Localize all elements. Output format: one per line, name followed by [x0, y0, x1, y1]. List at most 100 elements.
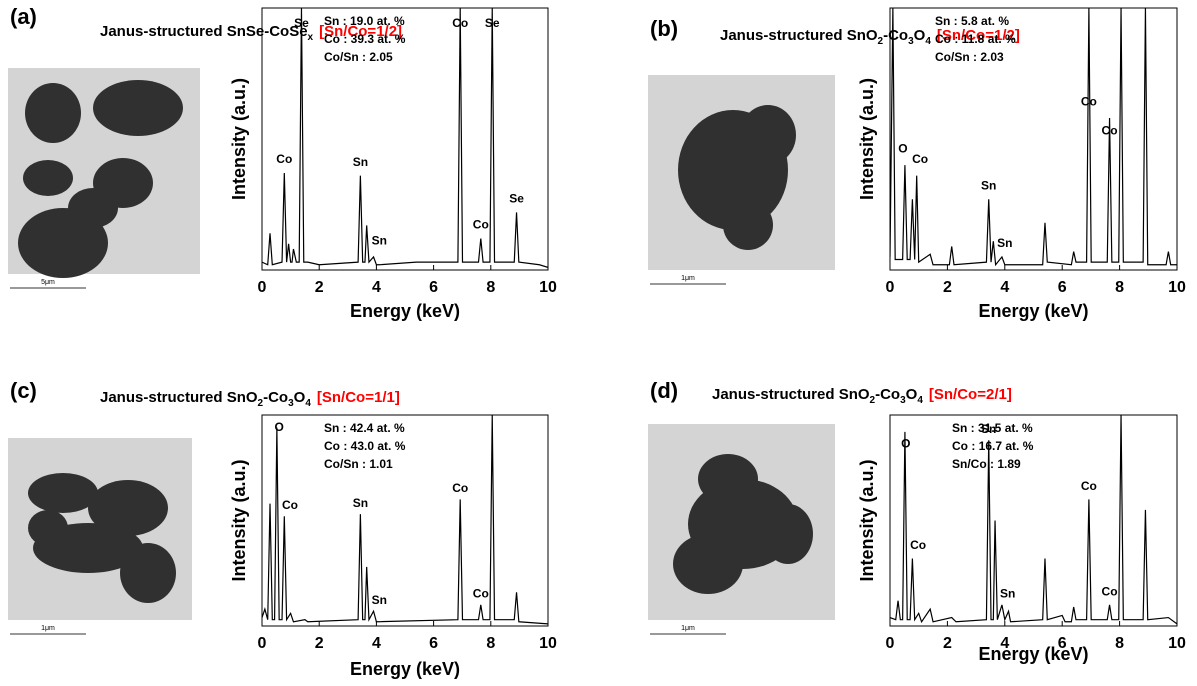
peak-label: Co — [282, 498, 298, 512]
spectrum-line — [262, 8, 548, 267]
y-axis-label: Intensity (a.u.) — [229, 459, 249, 581]
x-tick-label: 10 — [539, 279, 557, 296]
title-segment: 4 — [305, 398, 311, 409]
x-tick-label: 8 — [1115, 279, 1124, 296]
spectrum-line — [890, 415, 1177, 624]
peak-label: Sn — [372, 233, 387, 247]
peak-label: Sn — [353, 155, 368, 169]
peak-label: Co — [1102, 584, 1118, 598]
peak-label: Sn — [372, 593, 387, 607]
x-axis-label: Energy (keV) — [978, 644, 1088, 664]
peak-label: Co — [1102, 123, 1118, 137]
peak-label: O — [898, 142, 907, 156]
x-tick-label: 0 — [258, 635, 267, 652]
peak-label: O — [274, 420, 283, 434]
peak-label: Se — [294, 16, 309, 30]
peak-label: Co — [452, 481, 468, 495]
panel-label: (b) — [650, 16, 678, 41]
panel-label: (a) — [10, 4, 37, 29]
particle — [28, 473, 98, 513]
title-segment: -Co — [263, 389, 288, 406]
composition-text: Co : 16.7 at. % — [952, 439, 1034, 453]
title-segment: Janus-structured SnO — [100, 389, 258, 406]
scale-bar-label: 5μm — [41, 279, 55, 286]
title-segment: Janus-structured SnO — [712, 386, 870, 403]
peak-label: Co — [910, 538, 926, 552]
x-tick-label: 10 — [1168, 279, 1186, 296]
x-tick-label: 8 — [486, 635, 495, 652]
x-tick-label: 10 — [1168, 635, 1186, 652]
peak-label: Co — [1081, 479, 1097, 493]
x-tick-label: 0 — [886, 635, 895, 652]
title-segment: Janus-structured SnO — [720, 27, 878, 44]
figure: (a)Janus-structured SnSe-CoSex[Sn/Co=1/2… — [0, 0, 1197, 686]
peak-label: Sn — [1000, 587, 1015, 601]
title-segment: x — [308, 32, 314, 43]
composition-text: Sn : 19.0 at. % — [324, 14, 405, 28]
peak-label: Sn — [981, 178, 996, 192]
title-segment: O — [906, 386, 918, 403]
particle — [23, 160, 73, 196]
peak-label: Co — [276, 152, 292, 166]
title-segment: 4 — [925, 36, 931, 47]
x-tick-label: 6 — [429, 279, 438, 296]
particle — [723, 200, 773, 250]
plot-frame — [262, 8, 548, 270]
composition-text: Sn : 31.5 at. % — [952, 421, 1033, 435]
composition-text: Co : 11.8 at. % — [935, 32, 1016, 46]
composition-text: Co/Sn : 2.05 — [324, 50, 393, 64]
scale-bar-label: 1μm — [681, 275, 695, 282]
plot-frame — [890, 8, 1177, 270]
x-axis-label: Energy (keV) — [350, 301, 460, 321]
peak-label: Co — [473, 587, 489, 601]
panel-title: Janus-structured SnO2-Co3O4[Sn/Co=1/1] — [100, 389, 400, 409]
spectrum-line — [890, 8, 1177, 265]
x-tick-label: 2 — [315, 635, 324, 652]
particle — [120, 543, 176, 603]
x-tick-label: 4 — [372, 279, 381, 296]
x-tick-label: 2 — [315, 279, 324, 296]
title-segment: O — [914, 27, 926, 44]
title-note: [Sn/Co=2/1] — [929, 386, 1012, 403]
x-tick-label: 6 — [429, 635, 438, 652]
peak-label: O — [901, 437, 910, 451]
particle — [673, 534, 743, 594]
particle — [740, 105, 796, 165]
x-tick-label: 2 — [943, 635, 952, 652]
x-tick-label: 4 — [1000, 279, 1009, 296]
particle — [28, 510, 68, 546]
title-segment: O — [294, 389, 306, 406]
y-axis-label: Intensity (a.u.) — [857, 459, 877, 581]
peak-label: Co — [452, 16, 468, 30]
x-axis-label: Energy (keV) — [978, 301, 1088, 321]
peak-label: Co — [912, 152, 928, 166]
x-tick-label: 2 — [943, 279, 952, 296]
composition-text: Co : 39.3 at. % — [324, 32, 406, 46]
scale-bar-label: 1μm — [681, 625, 695, 632]
peak-label: Sn — [997, 236, 1012, 250]
x-tick-label: 0 — [258, 279, 267, 296]
x-tick-label: 10 — [539, 635, 557, 652]
composition-text: Co/Sn : 2.03 — [935, 50, 1004, 64]
title-segment: 4 — [917, 395, 923, 406]
panel-label: (c) — [10, 378, 37, 403]
particle — [763, 504, 813, 564]
composition-text: Sn/Co : 1.89 — [952, 457, 1021, 471]
x-axis-label: Energy (keV) — [350, 659, 460, 679]
y-axis-label: Intensity (a.u.) — [229, 78, 249, 200]
title-note: [Sn/Co=1/1] — [317, 389, 400, 406]
composition-text: Co : 43.0 at. % — [324, 439, 406, 453]
peak-label: Se — [485, 16, 500, 30]
plot-frame — [890, 415, 1177, 626]
composition-text: Co/Sn : 1.01 — [324, 457, 393, 471]
peak-label: Co — [473, 218, 489, 232]
particle — [68, 188, 118, 228]
peak-label: Co — [1081, 94, 1097, 108]
particle — [93, 80, 183, 136]
title-segment: -Co — [883, 27, 908, 44]
x-tick-label: 8 — [486, 279, 495, 296]
peak-label: Sn — [353, 496, 368, 510]
peak-label: Se — [509, 191, 524, 205]
scale-bar-label: 1μm — [41, 625, 55, 632]
x-tick-label: 4 — [372, 635, 381, 652]
